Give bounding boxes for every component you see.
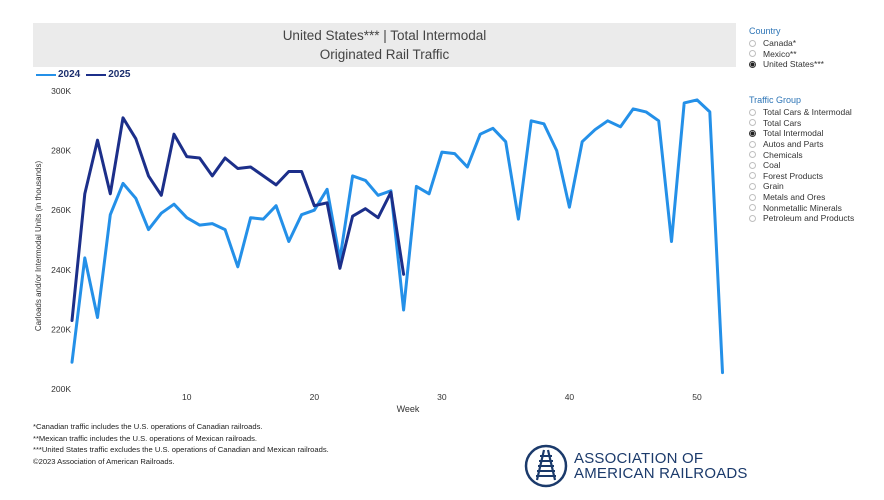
radio-metals-ores[interactable] bbox=[749, 193, 756, 201]
radio-total-cars[interactable] bbox=[749, 119, 756, 127]
traffic-option-label: Chemicals bbox=[763, 149, 803, 160]
traffic-option-label: Petroleum and Products bbox=[763, 213, 855, 224]
y-tick-label: 200K bbox=[51, 384, 71, 394]
x-tick-label: 30 bbox=[437, 392, 447, 402]
country-filter-title: Country bbox=[749, 26, 781, 36]
logo-line1: ASSOCIATION OF bbox=[574, 450, 704, 467]
y-tick-label: 260K bbox=[51, 205, 71, 215]
radio-canada[interactable] bbox=[749, 39, 756, 47]
legend-item-2024[interactable]: 2024 bbox=[36, 69, 80, 80]
country-option-label: United States*** bbox=[763, 59, 824, 70]
traffic-option-label: Autos and Parts bbox=[763, 139, 824, 150]
chart-legend: 2024 2025 bbox=[36, 69, 131, 80]
traffic-option-metals-ores[interactable]: Metals and Ores bbox=[749, 192, 854, 203]
series-line-2024 bbox=[70, 98, 724, 375]
traffic-option-label: Metals and Ores bbox=[763, 192, 826, 203]
x-tick-label: 40 bbox=[565, 392, 575, 402]
radio-coal[interactable] bbox=[749, 161, 756, 169]
traffic-option-label: Total Cars bbox=[763, 117, 802, 128]
aar-logo: ASSOCIATION OF AMERICAN RAILROADS bbox=[524, 444, 748, 488]
traffic-option-forest-products[interactable]: Forest Products bbox=[749, 171, 854, 182]
chart-title-line2: Originated Rail Traffic bbox=[319, 47, 450, 62]
footnote-united-states: ***United States traffic excludes the U.… bbox=[33, 445, 329, 454]
country-option-mexico[interactable]: Mexico** bbox=[749, 49, 824, 60]
traffic-option-autos-parts[interactable]: Autos and Parts bbox=[749, 139, 854, 150]
radio-nonmetallic-minerals[interactable] bbox=[749, 204, 756, 212]
y-tick-label: 240K bbox=[51, 265, 71, 275]
legend-swatch-2025 bbox=[86, 73, 107, 76]
radio-petroleum-products[interactable] bbox=[749, 214, 756, 222]
legend-label-2025: 2025 bbox=[108, 69, 131, 80]
traffic-option-label: Nonmetallic Minerals bbox=[763, 202, 842, 213]
traffic-option-chemicals[interactable]: Chemicals bbox=[749, 149, 854, 160]
radio-grain[interactable] bbox=[749, 182, 756, 190]
traffic-option-total-cars[interactable]: Total Cars bbox=[749, 118, 854, 129]
traffic-option-coal[interactable]: Coal bbox=[749, 160, 854, 171]
country-option-label: Canada* bbox=[763, 38, 797, 49]
traffic-option-petroleum-products[interactable]: Petroleum and Products bbox=[749, 213, 854, 224]
line-chart: 200K 220K 240K 260K 280K 300K 10 20 30 40 50 Week Ca… bbox=[34, 86, 724, 414]
series-line-2025 bbox=[70, 116, 406, 322]
radio-total-intermodal[interactable] bbox=[749, 129, 756, 137]
radio-autos-parts[interactable] bbox=[749, 140, 756, 148]
traffic-option-label: Grain bbox=[763, 181, 784, 192]
radio-mexico[interactable] bbox=[749, 50, 756, 58]
x-tick-label: 10 bbox=[182, 392, 192, 402]
country-filter: Country Canada* Mexico** United States**… bbox=[749, 26, 824, 70]
footnote-mexico: **Mexican traffic includes the U.S. oper… bbox=[33, 433, 257, 443]
y-axis-label: Carloads and/or Intermodal Units (in tho… bbox=[34, 161, 43, 332]
traffic-option-grain[interactable]: Grain bbox=[749, 181, 854, 192]
x-tick-label: 20 bbox=[310, 392, 320, 402]
logo-wordmark: ASSOCIATION OF AMERICAN RAILROADS bbox=[574, 451, 748, 481]
radio-forest-products[interactable] bbox=[749, 172, 756, 180]
logo-line2: AMERICAN RAILROADS bbox=[574, 465, 748, 482]
footnote-canada: *Canadian traffic includes the U.S. oper… bbox=[33, 422, 263, 431]
chart-title-line1: United States*** | Total Intermodal bbox=[282, 28, 487, 43]
radio-total-cars-intermodal[interactable] bbox=[749, 108, 756, 116]
legend-swatch-2024 bbox=[36, 73, 56, 76]
traffic-option-label: Forest Products bbox=[763, 170, 823, 181]
traffic-option-label: Total Intermodal bbox=[763, 128, 824, 139]
country-option-united-states[interactable]: United States*** bbox=[749, 59, 824, 70]
traffic-option-total-intermodal[interactable]: Total Intermodal bbox=[749, 128, 854, 139]
traffic-option-total-cars-intermodal[interactable]: Total Cars & Intermodal bbox=[749, 107, 854, 118]
radio-united-states[interactable] bbox=[749, 60, 756, 68]
x-tick-label: 50 bbox=[692, 392, 702, 402]
y-tick-label: 220K bbox=[51, 324, 71, 334]
traffic-group-title: Traffic Group bbox=[749, 95, 802, 105]
y-tick-label: 280K bbox=[51, 146, 71, 156]
traffic-option-nonmetallic-minerals[interactable]: Nonmetallic Minerals bbox=[749, 202, 854, 213]
traffic-group-filter: Traffic Group Total Cars & Intermodal To… bbox=[749, 95, 854, 224]
y-tick-label: 300K bbox=[51, 86, 71, 96]
footnote-copyright: ©2023 Association of American Railroads. bbox=[33, 456, 175, 466]
country-option-canada[interactable]: Canada* bbox=[749, 38, 824, 49]
railroad-track-icon bbox=[524, 444, 568, 488]
traffic-option-label: Total Cars & Intermodal bbox=[763, 107, 852, 118]
legend-label-2024: 2024 bbox=[58, 69, 81, 80]
legend-item-2025[interactable]: 2025 bbox=[86, 69, 131, 80]
traffic-option-label: Coal bbox=[763, 160, 781, 171]
radio-chemicals[interactable] bbox=[749, 151, 756, 159]
chart-title: United States*** | Total Intermodal Orig… bbox=[33, 23, 736, 67]
x-axis-label: Week bbox=[397, 404, 420, 414]
footnotes: *Canadian traffic includes the U.S. oper… bbox=[33, 421, 329, 467]
country-option-label: Mexico** bbox=[763, 48, 797, 59]
